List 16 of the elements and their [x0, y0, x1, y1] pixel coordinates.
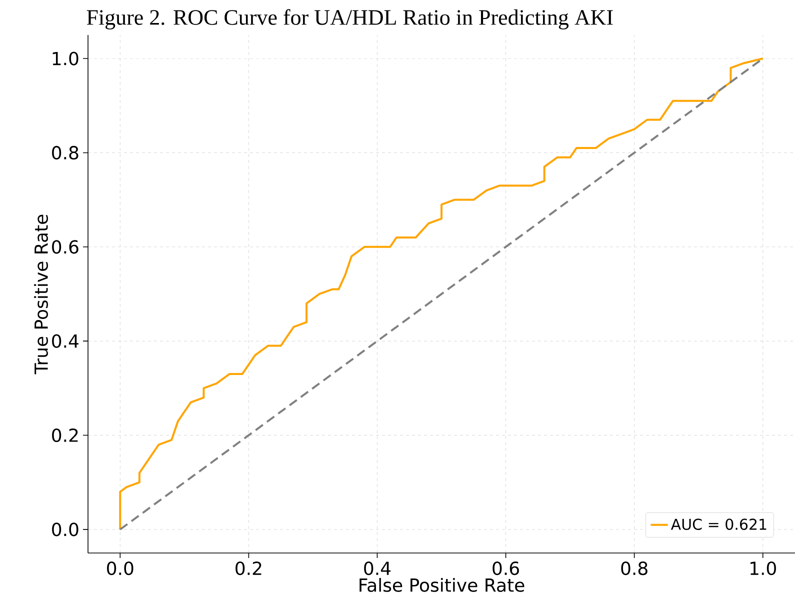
y-tick-label: 0.2 — [52, 428, 78, 442]
y-tick-label: 0.6 — [52, 240, 78, 254]
y-axis-title: True Positive Rate — [34, 214, 48, 374]
y-tick-label: 0.4 — [52, 334, 78, 348]
x-tick-label: 0.6 — [492, 562, 519, 576]
chart-title: Figure 2. ROC Curve for UA/HDL Ratio in Predicting AKI — [86, 9, 613, 30]
x-tick-label: 1.0 — [750, 562, 776, 576]
x-tick-label: 0.0 — [107, 562, 134, 576]
x-tick-label: 0.4 — [364, 562, 391, 576]
y-tick-label: 1.0 — [52, 52, 78, 66]
x-axis-title: False Positive Rate — [360, 578, 524, 592]
y-tick-label: 0.0 — [52, 522, 78, 536]
x-tick-label: 0.8 — [621, 562, 648, 576]
y-tick-label: 0.8 — [52, 146, 78, 160]
x-tick-label: 0.2 — [236, 562, 262, 576]
legend-label: AUC = 0.621 — [670, 518, 766, 530]
